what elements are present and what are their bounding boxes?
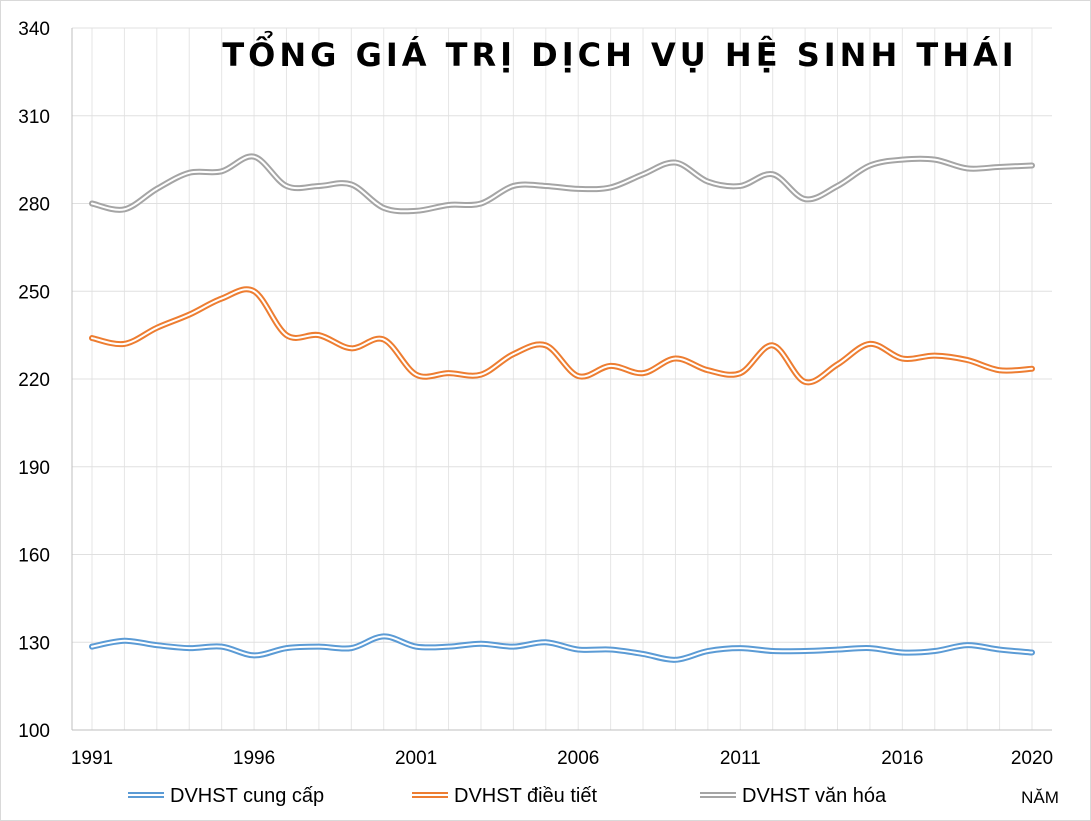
legend-item: DVHST cung cấp: [128, 785, 324, 807]
series-line-outer: [89, 286, 1035, 386]
x-tick-label: 2020: [1011, 748, 1053, 769]
series-line-inner: [91, 155, 1033, 213]
legend-item: DVHST điều tiết: [412, 785, 597, 807]
y-tick-label: 220: [18, 370, 50, 391]
y-tick-label: 250: [18, 282, 50, 303]
series-lines: [89, 153, 1035, 663]
x-tick-label: 1996: [233, 748, 275, 769]
x-tick-label: 1991: [71, 748, 113, 769]
legend-item: DVHST văn hóa: [700, 785, 887, 807]
legend-label: DVHST văn hóa: [742, 785, 887, 807]
series-line-inner: [91, 635, 1033, 661]
x-tick-label: 2001: [395, 748, 437, 769]
series-line-inner: [91, 288, 1033, 384]
y-tick-label: 280: [18, 195, 50, 216]
series-3: [89, 153, 1035, 215]
series-2: [89, 286, 1035, 386]
y-tick-label: 310: [18, 107, 50, 128]
y-tick-label: 100: [18, 721, 50, 742]
legend: DVHST cung cấp DVHST điều tiết DVHST văn h…: [128, 785, 887, 807]
legend-label: DVHST điều tiết: [454, 785, 597, 807]
series-1: [89, 633, 1035, 663]
x-tick-label: 2016: [881, 748, 923, 769]
y-tick-label: 190: [18, 458, 50, 479]
y-axis-ticks: 100 130 160 190 220 250 280 310 340: [18, 19, 50, 742]
x-axis-ticks: 1991 1996 2001 2006 2011 2016 2020: [71, 748, 1053, 769]
y-tick-label: 130: [18, 633, 50, 654]
x-tick-label: 2006: [557, 748, 599, 769]
x-tick-label: 2011: [720, 748, 761, 769]
series-line-outer: [89, 633, 1035, 663]
legend-label: DVHST cung cấp: [170, 785, 324, 807]
y-tick-label: 160: [18, 546, 50, 567]
x-axis-label: NĂM: [1021, 788, 1059, 807]
y-tick-label: 340: [18, 19, 50, 40]
gridlines: [71, 27, 1052, 731]
chart-title: TỔNG GIÁ TRỊ DỊCH VỤ HỆ SINH THÁI: [222, 30, 1017, 74]
